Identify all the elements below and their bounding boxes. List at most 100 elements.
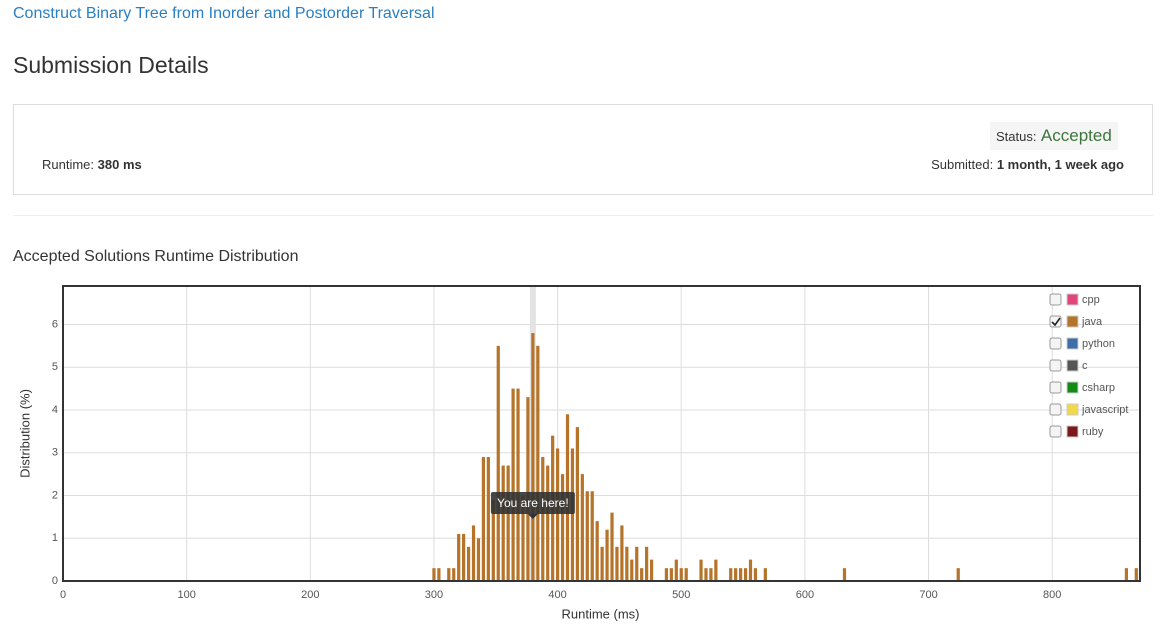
bar [580,474,584,581]
legend-checkbox[interactable] [1049,403,1062,416]
bar [536,345,540,581]
legend-label: java [1081,316,1103,328]
bar [496,345,500,581]
bar [506,465,510,581]
bar [615,546,619,581]
y-tick-label: 0 [52,575,58,587]
bar [432,568,436,581]
bar [956,568,960,581]
bar [630,559,634,581]
bar [743,568,748,581]
bar [462,533,466,581]
bar [664,568,669,581]
bar [452,568,456,581]
legend-checkbox[interactable] [1049,315,1062,328]
bar [625,546,629,581]
legend-swatch [1066,403,1079,416]
x-tick-label: 600 [796,589,814,601]
x-tick-label: 100 [177,589,195,601]
bar [763,568,767,581]
bar [679,568,683,581]
chart-title: Accepted Solutions Runtime Distribution [13,248,299,265]
tooltip-text: You are here! [497,496,569,510]
legend-checkbox[interactable] [1049,425,1062,438]
bar [491,499,495,581]
bar [605,529,609,581]
bar [610,512,614,581]
runtime-label: Runtime: [42,157,95,172]
legend-label: csharp [1082,382,1115,394]
bar [748,559,753,581]
bar [447,568,451,581]
bar [466,546,471,581]
bar [437,568,441,581]
bar [585,491,589,581]
bar [714,559,718,581]
bar [649,559,654,581]
legend-swatch [1066,381,1079,394]
bar [560,474,565,581]
bar [516,388,520,581]
x-tick-label: 800 [1043,589,1061,601]
legend-swatch [1066,359,1079,372]
tooltip: You are here! [490,492,575,519]
bar [486,457,490,581]
bar [476,538,481,581]
y-tick-label: 5 [52,361,58,373]
submitted-row: Submitted: 1 month, 1 week ago [931,157,1124,172]
legend-label: ruby [1082,426,1104,438]
chart: 0 1 2 3 4 5 6 0 100 200 300 400 500 600 700 800 Runtime … [17,285,1141,621]
bar [669,568,673,581]
bar [481,457,486,581]
bar [595,521,599,581]
y-tick-label: 6 [52,318,58,330]
y-axis-label: Distribution (%) [17,389,32,478]
status-label: Status: [996,129,1037,144]
submitted: 1 month, 1 week ago [996,157,1124,172]
tooltip-box [490,492,575,514]
legend-checkbox[interactable] [1049,337,1062,350]
bar [709,568,713,581]
status: Accepted [1040,126,1112,145]
bar [570,448,575,581]
bar [526,397,530,581]
tooltip-arrow [527,514,538,519]
bar [531,333,535,581]
bar [842,568,847,581]
legend-swatch [1066,425,1079,438]
x-tick-label: 500 [672,589,690,601]
bar [1134,568,1138,581]
y-tick-label: 3 [52,447,58,459]
x-tick-label: 300 [425,589,443,601]
bar [620,525,624,581]
legend-checkbox[interactable] [1049,381,1062,394]
legend-swatch [1066,315,1079,328]
bar [753,568,758,581]
legend-label: python [1082,338,1115,350]
bar [600,546,604,581]
status-box: Status: Accepted [990,122,1118,150]
check-mark [1051,317,1061,327]
legend-label: c [1082,360,1088,372]
bar [471,525,476,581]
submitted-label: Submitted: [931,157,994,172]
y-tick-label: 2 [52,489,58,501]
bar [521,495,525,581]
legend-checkbox[interactable] [1049,359,1062,372]
legend-checkbox[interactable] [1049,293,1062,306]
legend-label: javascript [1081,404,1128,416]
runtime-row: Runtime: 380 ms [42,157,142,172]
bar [501,465,505,581]
bar [555,448,560,581]
legend-label: cpp [1082,294,1100,306]
bar [729,568,733,581]
legend-swatch [1066,337,1079,350]
bar [541,457,545,581]
x-tick-label: 400 [548,589,566,601]
bar [699,559,703,581]
problem-link[interactable]: Construct Binary Tree from Inorder and P… [13,5,435,22]
bar [684,568,688,581]
x-tick-label: 700 [919,589,937,601]
